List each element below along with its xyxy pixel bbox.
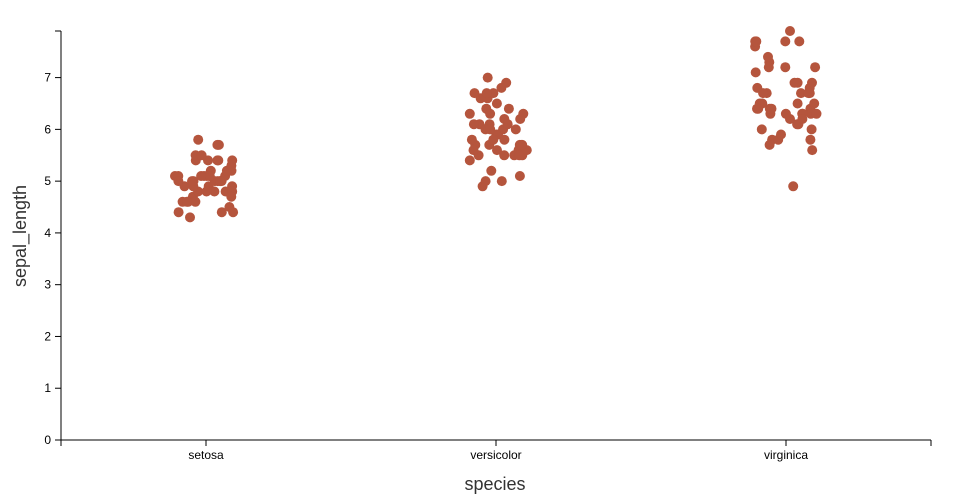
data-point-versicolor xyxy=(482,72,493,83)
x-tick-label: versicolor xyxy=(470,448,521,462)
data-point-versicolor xyxy=(485,108,496,119)
x-tick-label: setosa xyxy=(188,448,224,462)
data-point-versicolor xyxy=(499,150,510,161)
data-point-versicolor xyxy=(496,82,507,93)
data-point-versicolor xyxy=(468,145,479,156)
data-point-versicolor xyxy=(516,139,527,150)
data-point-virginica xyxy=(763,62,774,73)
data-point-versicolor xyxy=(510,124,521,135)
data-point-setosa xyxy=(201,186,212,197)
data-point-versicolor xyxy=(464,108,475,119)
data-point-versicolor xyxy=(491,98,502,109)
data-point-setosa xyxy=(224,202,235,212)
x-tick-label: virginica xyxy=(764,448,808,462)
data-point-versicolor xyxy=(466,134,477,145)
data-point-versicolor xyxy=(502,119,513,130)
data-point-setosa xyxy=(190,196,201,207)
data-point-versicolor xyxy=(481,88,492,99)
data-point-virginica xyxy=(797,114,808,124)
data-point-virginica xyxy=(763,51,773,62)
data-point-versicolor xyxy=(469,88,480,99)
data-point-virginica xyxy=(796,88,806,99)
data-point-virginica xyxy=(776,129,786,140)
data-point-versicolor xyxy=(514,171,525,181)
data-point-setosa xyxy=(204,171,215,181)
data-point-virginica xyxy=(756,124,767,135)
data-point-setosa xyxy=(209,186,220,197)
data-point-virginica xyxy=(803,88,814,99)
data-point-virginica xyxy=(807,77,817,88)
data-point-versicolor xyxy=(503,103,514,114)
data-point-virginica xyxy=(764,139,775,150)
data-point-versicolor xyxy=(464,155,475,166)
data-point-virginica xyxy=(780,108,791,119)
data-point-versicolor xyxy=(486,165,497,176)
y-tick-label: 4 xyxy=(44,226,51,240)
y-tick-label: 5 xyxy=(44,174,51,188)
data-point-setosa xyxy=(216,207,227,218)
x-axis: setosa versicolor virginica xyxy=(60,439,932,462)
data-point-setosa xyxy=(193,134,204,145)
data-point-setosa xyxy=(196,171,207,181)
data-point-versicolor xyxy=(492,145,502,156)
data-point-setosa xyxy=(187,176,197,187)
data-point-virginica xyxy=(805,134,816,145)
data-point-setosa xyxy=(226,160,237,171)
data-point-setosa xyxy=(182,196,192,207)
y-tick-label: 0 xyxy=(44,433,51,447)
data-point-virginica xyxy=(780,62,791,73)
data-point-virginica xyxy=(792,77,803,88)
data-point-setosa xyxy=(196,150,207,161)
data-point-virginica xyxy=(785,26,795,36)
data-point-virginica xyxy=(792,98,803,109)
data-point-setosa xyxy=(173,207,184,218)
data-point-virginica xyxy=(751,36,762,47)
y-tick-label: 1 xyxy=(44,381,51,395)
data-point-setosa xyxy=(226,191,237,202)
data-point-setosa xyxy=(215,176,226,187)
data-point-setosa xyxy=(212,139,223,150)
y-axis-title: sepal_length xyxy=(10,185,31,287)
y-tick-label: 6 xyxy=(44,122,51,136)
data-point-setosa xyxy=(173,176,184,187)
data-point-virginica xyxy=(810,62,821,73)
data-point-versicolor xyxy=(480,176,491,187)
data-point-virginica xyxy=(809,98,820,109)
data-point-setosa xyxy=(213,155,224,166)
data-point-virginica xyxy=(807,145,818,156)
x-axis-title: species xyxy=(464,474,525,494)
data-point-versicolor xyxy=(468,119,479,130)
data-point-virginica xyxy=(794,36,805,47)
y-tick-label: 7 xyxy=(44,71,51,85)
data-point-versicolor xyxy=(485,124,496,135)
y-tick-label: 3 xyxy=(44,278,51,292)
data-point-virginica xyxy=(811,108,822,119)
data-point-virginica xyxy=(806,124,817,135)
data-point-virginica xyxy=(788,181,799,192)
data-point-setosa xyxy=(185,212,195,223)
y-axis: 0 1 2 3 4 5 6 7 xyxy=(44,30,62,447)
data-point-versicolor xyxy=(515,114,526,124)
data-point-virginica xyxy=(766,103,777,114)
data-point-versicolor xyxy=(488,134,499,145)
data-points xyxy=(170,26,822,223)
data-point-virginica xyxy=(752,103,762,114)
data-point-versicolor xyxy=(514,150,525,161)
data-point-versicolor xyxy=(496,176,507,187)
data-point-versicolor xyxy=(499,134,510,145)
data-point-virginica xyxy=(752,82,763,93)
y-tick-label: 2 xyxy=(44,329,51,343)
data-point-virginica xyxy=(780,36,791,47)
data-point-virginica xyxy=(750,67,761,78)
